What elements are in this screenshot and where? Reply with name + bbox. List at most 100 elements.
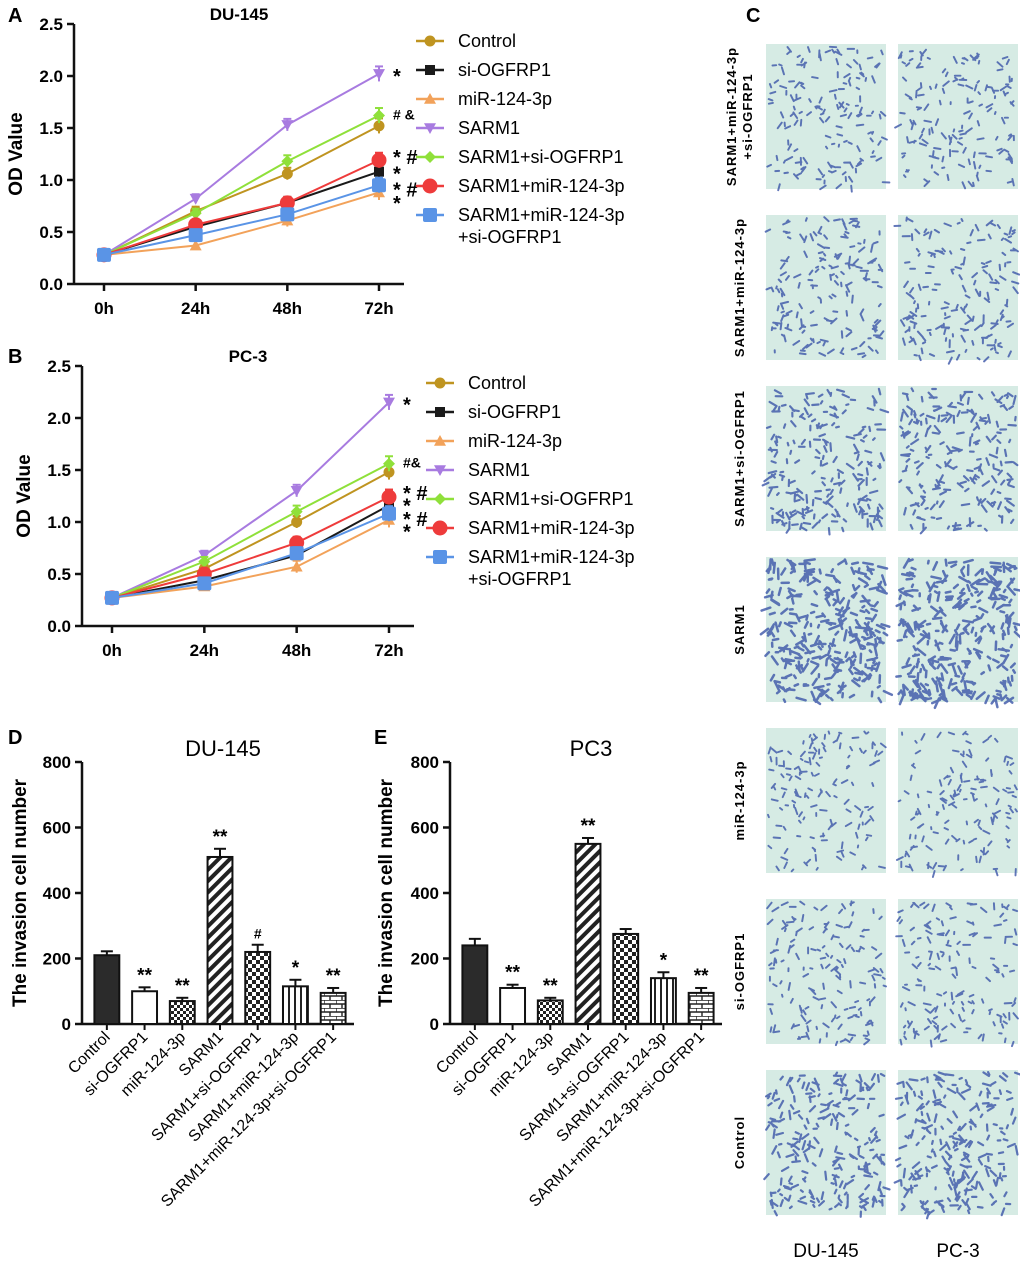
micrograph-row-label: SARM1+si-OGFRP1	[732, 390, 747, 527]
chart-title: PC3	[570, 736, 613, 761]
significance-mark: *	[393, 193, 401, 215]
micrograph-image	[766, 728, 886, 873]
data-point	[373, 120, 385, 132]
x-tick-label: 48h	[282, 641, 311, 660]
series-line	[103, 184, 380, 256]
series-line	[103, 114, 380, 256]
legend-marker	[422, 178, 438, 194]
stained-cells	[894, 48, 1015, 190]
significance-mark: **	[505, 963, 520, 984]
significance-mark: **	[581, 816, 596, 837]
x-tick-label: 0h	[94, 299, 114, 318]
legend-label: si-OGFRP1	[468, 402, 561, 422]
data-point	[281, 168, 293, 180]
data-point	[290, 560, 303, 572]
legend-marker	[435, 407, 445, 417]
bar	[131, 990, 159, 1025]
bar	[319, 991, 347, 1026]
significance-mark: *	[393, 164, 401, 186]
data-point	[189, 239, 202, 251]
y-tick-label: 400	[411, 884, 439, 903]
y-tick-label: 0.5	[39, 223, 63, 242]
significance-mark: * #	[393, 179, 417, 201]
y-tick-label: 400	[43, 884, 71, 903]
y-axis-label: OD Value	[6, 112, 27, 195]
legend-marker	[434, 493, 446, 505]
significance-mark: *	[660, 950, 668, 971]
x-tick-label: 0h	[102, 641, 122, 660]
data-point	[373, 109, 385, 122]
micrograph-row-label: SARM1+miR-124-3p	[724, 47, 739, 186]
line-chart-pc3: 0.0 0.5 1.0 1.5 2.0 2.5 0h 24h 48h 72h PC-3 OD Valu…	[14, 347, 635, 660]
significance-mark: **	[213, 827, 228, 848]
legend-label: SARM1	[468, 460, 530, 480]
legend-label: SARM1+miR-124-3p	[458, 176, 625, 196]
y-tick-label: 0.5	[47, 565, 71, 584]
legend-marker	[434, 465, 446, 476]
bar	[281, 985, 309, 1026]
y-tick-label: 600	[43, 819, 71, 838]
legend-marker	[434, 435, 446, 446]
micrograph-column-label: PC-3	[936, 1241, 979, 1262]
y-tick-label: 0.0	[47, 617, 71, 636]
legend-marker	[424, 93, 436, 104]
data-point	[281, 155, 294, 168]
micrograph-grid: SARM1+miR-124-3p +si-OGFRP1SARM1+miR-124-…	[724, 44, 1020, 1262]
stained-cells	[893, 1071, 1020, 1220]
significance-mark: * #	[403, 509, 427, 531]
y-tick-label: 800	[43, 753, 71, 772]
significance-mark: **	[694, 966, 709, 987]
series-line	[103, 159, 380, 256]
data-point	[383, 457, 395, 470]
panel-label-b: B	[8, 346, 22, 368]
bar	[649, 977, 677, 1026]
significance-mark: **	[175, 976, 190, 997]
bar	[536, 999, 564, 1025]
panel-label-e: E	[374, 727, 387, 749]
stained-cells	[898, 387, 1019, 535]
legend-marker	[424, 123, 436, 134]
data-point	[372, 178, 386, 193]
stained-cells	[759, 558, 894, 706]
micrograph-row-label: SARM1+miR-124-3p	[732, 218, 747, 357]
y-tick-label: 1.0	[39, 171, 63, 190]
data-point	[291, 516, 303, 528]
data-point	[197, 576, 212, 591]
x-tick-label: 72h	[374, 641, 403, 660]
chart-title: PC-3	[229, 347, 268, 366]
significance-mark: * #	[403, 483, 427, 505]
micrograph-image	[898, 728, 1018, 873]
significance-mark: #&	[403, 455, 421, 471]
significance-mark: **	[326, 966, 341, 987]
legend-label: SARM1+si-OGFRP1	[468, 489, 634, 509]
bar	[687, 991, 715, 1026]
y-axis-label: The invasion cell number	[10, 778, 31, 1007]
data-point	[383, 466, 395, 478]
stained-cells	[893, 216, 1020, 365]
bar	[612, 932, 640, 1025]
micrograph-column-label: DU-145	[793, 1241, 858, 1262]
bar	[574, 842, 602, 1025]
y-tick-label: 2.0	[39, 67, 63, 86]
legend-marker	[423, 208, 437, 222]
y-axis-label: The invasion cell number	[376, 778, 397, 1007]
legend-marker	[434, 377, 446, 389]
legend-label: SARM1+miR-124-3p	[468, 518, 635, 538]
y-tick-label: 1.0	[47, 513, 71, 532]
significance-mark: *	[403, 521, 411, 543]
legend-label: miR-124-3p	[468, 431, 562, 451]
legend-label-line2: +si-OGFRP1	[468, 569, 572, 589]
significance-mark: #	[254, 926, 262, 942]
stained-cells	[895, 557, 1020, 710]
data-point	[189, 193, 202, 205]
y-tick-label: 200	[411, 950, 439, 969]
significance-mark: **	[137, 965, 152, 986]
data-point	[105, 590, 119, 605]
y-tick-label: 1.5	[47, 461, 71, 480]
chart-title: DU-145	[185, 736, 261, 761]
bar	[168, 1000, 196, 1026]
significance-mark: * #	[393, 147, 417, 169]
data-point	[371, 152, 387, 168]
micrograph-row-label: +si-OGFRP1	[740, 73, 755, 159]
